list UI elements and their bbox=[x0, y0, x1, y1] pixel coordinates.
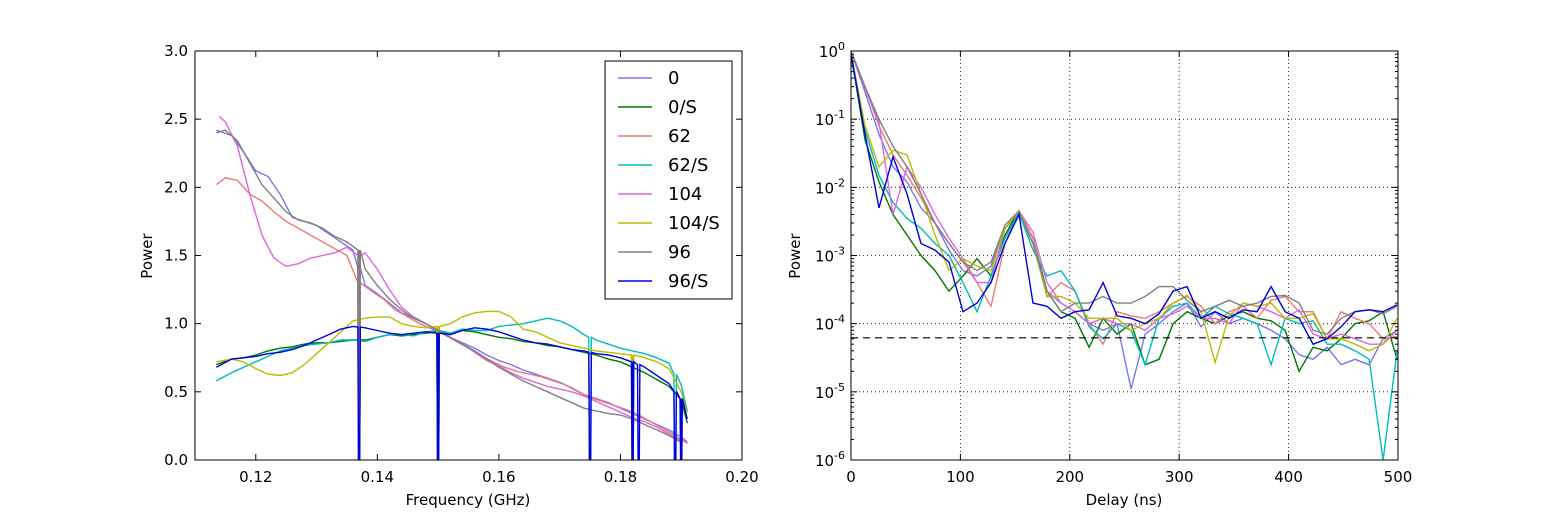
legend-entries: 0 0/S 62 62/S 104 104/S 96 96/S bbox=[618, 68, 720, 292]
delay-series-group bbox=[851, 51, 1398, 460]
delay-series-line-96-ss bbox=[851, 53, 1398, 346]
left-x-tick-label: 0.12 bbox=[239, 468, 272, 486]
legend-box bbox=[604, 60, 733, 300]
legend-label: 104/S bbox=[668, 213, 720, 234]
right-x-axis-label: Delay (ns) bbox=[1086, 491, 1163, 509]
left-y-tick-label: 0.0 bbox=[164, 451, 188, 469]
legend-label: 96/S bbox=[668, 271, 708, 292]
legend-label: 96 bbox=[668, 242, 691, 263]
legend-label: 0/S bbox=[668, 97, 697, 118]
legend-entry-0: 0 bbox=[618, 68, 679, 89]
delay-series-line-96 bbox=[851, 51, 1398, 335]
left-y-tick-label: 1.5 bbox=[164, 247, 188, 265]
frequency-series-line-96-ss bbox=[215, 325, 688, 460]
frequency-series-line-62-ss bbox=[215, 317, 688, 460]
legend: 0 0/S 62 62/S 104 104/S 96 96/S bbox=[604, 60, 733, 300]
left-y-tick-label: 2.5 bbox=[164, 110, 188, 128]
right-x-tick-label: 500 bbox=[1384, 468, 1413, 486]
legend-entry-62: 62 bbox=[618, 126, 691, 147]
left-x-ticks: 0.12 0.14 0.16 0.18 0.20 bbox=[239, 51, 759, 486]
frequency-spectrum-panel: 0.12 0.14 0.16 0.18 0.20 0.0 0.5 1.0 1.5 2.0 2.5 3… bbox=[138, 42, 759, 509]
right-y-tick-label: 10-5 bbox=[815, 381, 845, 402]
right-y-tick-label: 10-4 bbox=[815, 313, 845, 334]
legend-entry-0-ss: 0/S bbox=[618, 97, 697, 118]
left-x-tick-label: 0.20 bbox=[725, 468, 758, 486]
right-y-tick-label: 10-6 bbox=[815, 449, 845, 470]
legend-entry-96: 96 bbox=[618, 242, 691, 263]
right-y-tick-label: 100 bbox=[819, 40, 845, 61]
right-y-ticks: 10-6 10-5 10-4 10-3 10-2 10-1 100 bbox=[815, 40, 1398, 470]
legend-label: 104 bbox=[668, 184, 702, 205]
left-x-tick-label: 0.16 bbox=[482, 468, 515, 486]
left-y-tick-label: 1.0 bbox=[164, 315, 188, 333]
frequency-series-group bbox=[215, 115, 688, 460]
legend-label: 62 bbox=[668, 126, 691, 147]
left-y-axis-label: Power bbox=[138, 232, 156, 278]
delay-series-line-0-ss bbox=[851, 53, 1398, 373]
left-y-tick-label: 0.5 bbox=[164, 383, 188, 401]
right-x-tick-label: 400 bbox=[1274, 468, 1303, 486]
delay-series-line-0 bbox=[851, 51, 1398, 390]
right-x-tick-label: 300 bbox=[1165, 468, 1194, 486]
left-x-tick-label: 0.14 bbox=[361, 468, 394, 486]
right-x-tick-label: 100 bbox=[946, 468, 975, 486]
legend-label: 0 bbox=[668, 68, 679, 89]
left-y-tick-label: 3.0 bbox=[164, 42, 188, 60]
right-y-axis-label: Power bbox=[786, 232, 804, 278]
left-x-axis-label: Frequency (GHz) bbox=[406, 491, 531, 509]
frequency-series-line-62 bbox=[215, 177, 688, 460]
right-x-tick-label: 0 bbox=[846, 468, 856, 486]
left-y-ticks: 0.0 0.5 1.0 1.5 2.0 2.5 3.0 bbox=[164, 42, 742, 469]
right-x-tick-label: 200 bbox=[1055, 468, 1084, 486]
legend-entry-104-ss: 104/S bbox=[618, 213, 720, 234]
legend-label: 62/S bbox=[668, 155, 708, 176]
legend-entry-104: 104 bbox=[618, 184, 702, 205]
left-y-tick-label: 2.0 bbox=[164, 178, 188, 196]
right-y-tick-label: 10-3 bbox=[815, 245, 845, 266]
delay-spectrum-panel: 0 100 200 300 400 500 10-610-510-410-310-210-… bbox=[786, 40, 1412, 509]
right-y-tick-label: 10-2 bbox=[815, 176, 845, 197]
right-y-tick-label: 10-1 bbox=[815, 108, 845, 129]
right-x-ticks: 0 100 200 300 400 500 bbox=[846, 51, 1412, 486]
legend-entry-62-ss: 62/S bbox=[618, 155, 708, 176]
legend-entry-96-ss: 96/S bbox=[618, 271, 708, 292]
left-x-tick-label: 0.18 bbox=[604, 468, 637, 486]
frequency-series-line-96 bbox=[216, 129, 682, 460]
